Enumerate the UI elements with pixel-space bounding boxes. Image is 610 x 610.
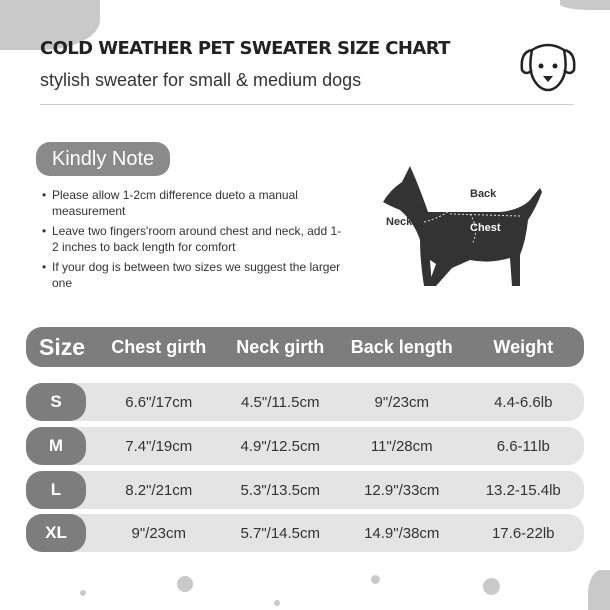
table-row: L 8.2"/21cm 5.3"/13.5cm 12.9"/33cm 13.2-…: [26, 471, 584, 509]
label-back: Back: [470, 188, 497, 200]
header-size: Size: [38, 333, 86, 360]
cell-back: 14.9"/38cm: [364, 524, 440, 542]
dog-face-icon: [520, 43, 576, 92]
kindly-note-heading: Kindly Note: [36, 142, 170, 176]
cell-back: 9"/23cm: [374, 393, 429, 411]
cell-neck: 4.9"/12.5cm: [240, 437, 321, 455]
note-list: Please allow 1-2cm difference dueto a ma…: [42, 187, 342, 295]
size-badge: M: [26, 427, 86, 465]
decor-dot: [274, 600, 280, 606]
decor-blob: [560, 0, 610, 10]
label-chest: Chest: [470, 222, 501, 234]
page-subtitle: stylish sweater for small & medium dogs: [40, 70, 362, 90]
note-item: Leave two fingers'room around chest and …: [42, 223, 342, 255]
cell-neck: 5.3"/13.5cm: [240, 481, 321, 499]
cell-neck: 4.5"/11.5cm: [241, 393, 320, 411]
size-badge: L: [26, 471, 86, 509]
note-item: Please allow 1-2cm difference dueto a ma…: [42, 187, 342, 219]
table-header: Size Chest girth Neck girth Back length …: [26, 327, 584, 367]
cell-chest: 9"/23cm: [131, 524, 186, 542]
dog-silhouette-icon: [383, 166, 542, 286]
cell-weight: 6.6-11lb: [496, 437, 550, 455]
decor-dot: [177, 576, 193, 592]
decor-blob: [588, 570, 610, 610]
cell-chest: 7.4"/19cm: [125, 437, 193, 455]
decor-dot: [483, 578, 500, 595]
cell-weight: 13.2-15.4lb: [485, 481, 561, 499]
table-row: M 7.4"/19cm 4.9"/12.5cm 11"/28cm 6.6-11l…: [26, 427, 584, 465]
dog-measurement-diagram: Back Neck Chest: [380, 160, 550, 290]
header-weight: Weight: [493, 336, 554, 357]
decor-dot: [80, 590, 86, 596]
size-badge: S: [26, 383, 86, 421]
divider: [40, 104, 574, 105]
page-title: COLD WEATHER PET SWEATER SIZE CHART: [40, 38, 450, 59]
cell-neck: 5.7"/14.5cm: [240, 524, 321, 542]
table-row: XL 9"/23cm 5.7"/14.5cm 14.9"/38cm 17.6-2…: [26, 514, 584, 552]
cell-back: 11"/28cm: [370, 437, 433, 455]
size-table: Size Chest girth Neck girth Back length …: [26, 327, 584, 552]
header-back: Back length: [350, 336, 453, 357]
cell-chest: 6.6"/17cm: [125, 393, 193, 411]
size-badge: XL: [26, 514, 86, 552]
cell-chest: 8.2"/21cm: [125, 481, 193, 499]
header-neck: Neck girth: [236, 336, 325, 357]
decor-dot: [371, 575, 380, 584]
header-chest: Chest girth: [111, 336, 207, 357]
cell-weight: 4.4-6.6lb: [494, 393, 553, 411]
label-neck: Neck: [386, 216, 413, 228]
cell-weight: 17.6-22lb: [491, 524, 555, 542]
table-row: S 6.6"/17cm 4.5"/11.5cm 9"/23cm 4.4-6.6l…: [26, 383, 584, 421]
cell-back: 12.9"/33cm: [364, 481, 440, 499]
note-item: If your dog is between two sizes we sugg…: [42, 259, 342, 291]
